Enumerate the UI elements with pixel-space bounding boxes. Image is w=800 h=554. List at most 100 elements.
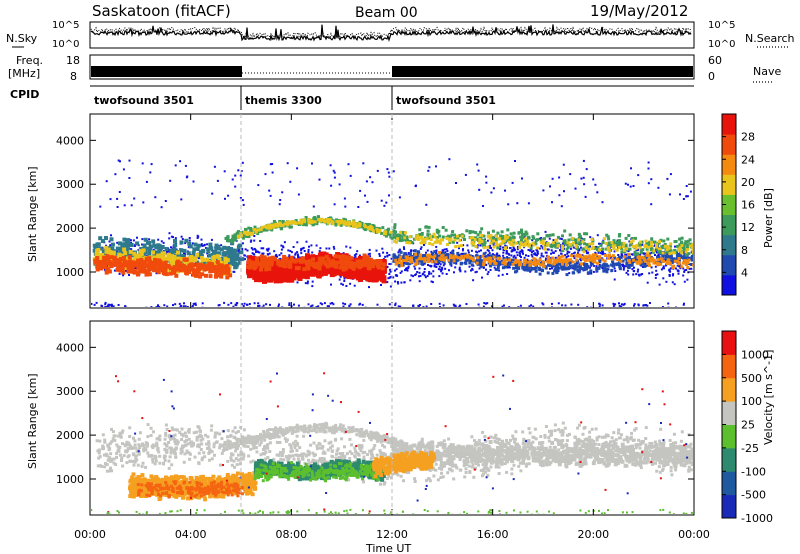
- power-mark-yellow-late: [657, 247, 661, 251]
- power-mark-green: [666, 237, 670, 241]
- power-mark-yellow-late: [478, 238, 482, 241]
- power-mark-blue: [292, 246, 295, 248]
- freq-tick-bottom: 8: [70, 70, 77, 83]
- power-mark-sparse: [213, 165, 216, 168]
- sky-noise-trace: [90, 24, 692, 43]
- power-mark-blue: [423, 268, 426, 270]
- power-mark-sparse: [180, 198, 183, 201]
- power-mark-blue: [527, 255, 530, 257]
- power-mark-blue: [682, 274, 685, 277]
- power-mark-blue: [633, 266, 635, 269]
- power-mark-green: [393, 223, 397, 227]
- power-mark-sparse: [338, 183, 341, 186]
- power-mark-orange-red: [142, 265, 146, 270]
- power-mark-orange-late: [581, 257, 585, 261]
- power-mark-teal: [124, 253, 129, 258]
- power-mark-yellow-late: [441, 238, 445, 242]
- power-mark-arc-yellow: [355, 225, 358, 229]
- power-mark-teal: [235, 262, 240, 267]
- power-mark-blue: [475, 250, 478, 253]
- power-mark-blue: [438, 275, 441, 278]
- power-mark-orange-red: [215, 260, 220, 265]
- power-mark-orange-red: [109, 264, 114, 269]
- power-mark-orange-late: [400, 264, 404, 268]
- power-mark-blue-dark: [534, 269, 538, 273]
- power-mark-blue: [601, 257, 604, 260]
- power-mark-orange-late: [677, 257, 681, 260]
- power-mark-blue: [520, 256, 522, 259]
- power-mark-blue: [516, 254, 519, 257]
- power-mark-yellow-late: [566, 241, 570, 245]
- power-mark-orange-red: [105, 261, 110, 266]
- power-mark-blue: [108, 240, 111, 243]
- power-mark-blue: [220, 244, 223, 247]
- cpid-label: CPID: [10, 88, 39, 101]
- power-mark-blue: [418, 267, 421, 270]
- power-mark-sparse: [141, 162, 144, 165]
- power-mark-blue-dark: [565, 273, 569, 277]
- power-mark-blue-dark: [526, 267, 530, 271]
- power-mark-sparse: [485, 181, 488, 184]
- power-mark-green: [402, 231, 406, 235]
- power-mark-blue: [571, 267, 574, 270]
- power-mark-blue-dark: [605, 270, 609, 274]
- power-mark-yellow-late: [403, 236, 407, 240]
- power-mark-blue: [381, 247, 384, 250]
- power-mark-orange-red: [196, 270, 201, 275]
- power-mark-green: [418, 233, 422, 237]
- power-mark-orange-red: [194, 273, 199, 278]
- power-mark-blue-dark: [501, 266, 505, 270]
- power-mark-blue: [662, 267, 665, 269]
- power-mark-yellow: [225, 258, 230, 263]
- power-mark-blue: [442, 264, 445, 267]
- power-mark-teal: [225, 246, 230, 251]
- power-mark-yellow-late: [502, 239, 506, 243]
- power-mark-orange-red: [193, 270, 198, 275]
- power-mark-orange-late: [554, 260, 558, 264]
- power-mark-blue: [550, 252, 552, 255]
- power-mark-orange-red: [107, 269, 112, 274]
- power-mark-blue: [416, 271, 419, 273]
- power-mark-orange-red: [219, 272, 224, 276]
- power-mark-blue-dark: [399, 250, 403, 254]
- power-mark-blue: [200, 238, 203, 241]
- power-mark-orange-late: [652, 259, 656, 262]
- power-mark-blue: [426, 275, 429, 277]
- power-mark-orange-red: [219, 274, 224, 279]
- power-mark-orange-red: [209, 267, 213, 272]
- power-mark-blue: [251, 248, 254, 251]
- power-mark-blue: [467, 249, 470, 252]
- power-mark-blue: [514, 266, 517, 269]
- power-mark-yellow-late: [453, 238, 457, 242]
- power-mark-blue: [508, 266, 511, 269]
- power-mark-blue-dark: [604, 263, 608, 267]
- power-mark-sparse: [192, 180, 195, 183]
- power-mark-sparse: [330, 184, 333, 187]
- power-mark-orange-late: [610, 257, 614, 261]
- power-mark-yellow: [188, 259, 193, 264]
- power-mark-blue: [130, 241, 133, 244]
- power-mark-orange-late: [676, 259, 680, 263]
- power-mark-teal: [129, 243, 134, 247]
- power-mark-blue-dark: [571, 271, 575, 275]
- power-mark-yellow: [107, 251, 112, 256]
- power-mark-orange-red: [176, 259, 181, 264]
- power-mark-blue: [196, 237, 199, 239]
- power-mark-green: [483, 241, 487, 245]
- power-mark-yellow-late: [556, 244, 560, 248]
- power-mark-blue: [566, 252, 569, 255]
- power-mark-green: [668, 244, 672, 248]
- power-mark-blue: [406, 267, 409, 270]
- power-mark-blue: [614, 270, 617, 272]
- power-mark-arc-green: [399, 234, 403, 238]
- power-mark-blue: [521, 251, 524, 254]
- power-mark-blue-dark: [437, 255, 441, 259]
- freq-label-1: Freq.: [16, 54, 43, 67]
- power-mark-orange-red: [121, 270, 126, 275]
- power-mark-teal: [157, 248, 162, 253]
- power-mark-orange-late: [538, 258, 542, 262]
- power-mark-blue: [476, 244, 479, 247]
- sky-label: N.Sky: [6, 32, 38, 45]
- power-mark-green: [616, 241, 620, 245]
- power-mark-sparse: [269, 163, 272, 166]
